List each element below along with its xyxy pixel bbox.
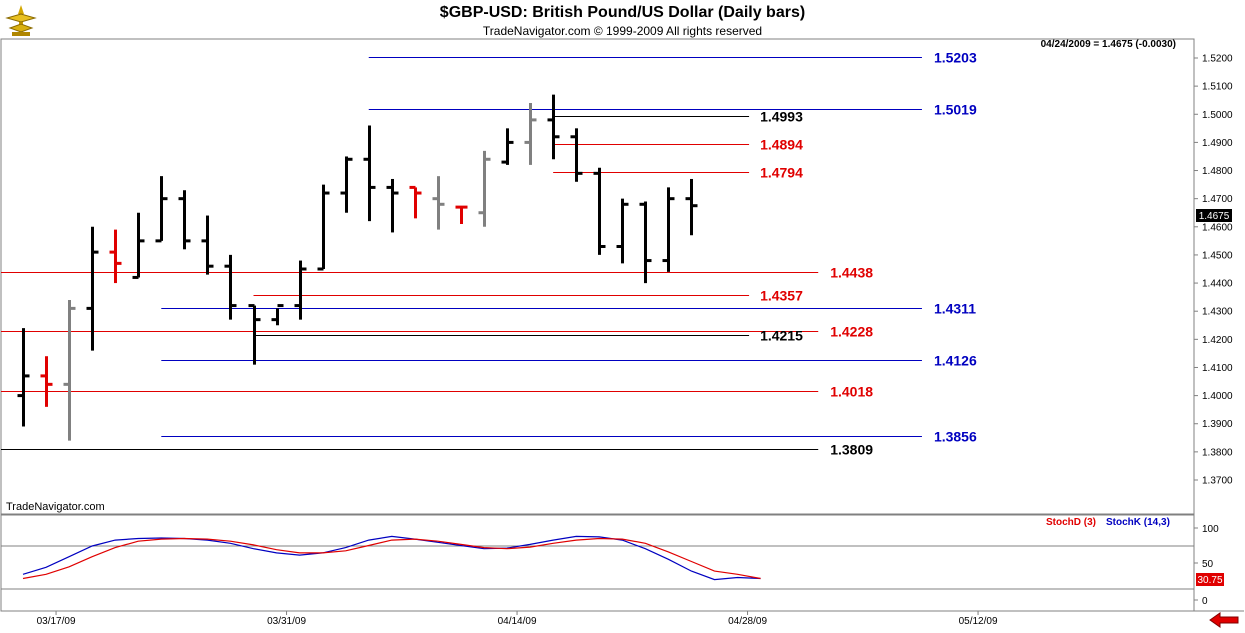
scroll-back-arrow-icon[interactable] bbox=[1208, 612, 1240, 628]
stoch-tick-label: 50 bbox=[1202, 559, 1214, 570]
ohlc-bar bbox=[432, 176, 445, 230]
level-label: 1.4228 bbox=[830, 324, 873, 340]
price-tick-label: 1.4900 bbox=[1202, 138, 1233, 149]
ohlc-bar bbox=[109, 229, 122, 284]
last-price-badge bbox=[1196, 209, 1232, 222]
ohlc-bar bbox=[132, 212, 145, 279]
price-tick-label: 1.4100 bbox=[1202, 363, 1233, 374]
indicator-panel-frame bbox=[0, 513, 1195, 612]
stoch-line bbox=[22, 537, 761, 580]
fib-levels: 1.5203 1.5019 1.4993 1.4894 1.4794 1.4438 1.43… bbox=[1, 50, 977, 458]
quote-readout: 04/24/2009 = 1.4675 (-0.0030) bbox=[1041, 39, 1176, 50]
price-tick-label: 1.4700 bbox=[1202, 194, 1233, 205]
price-tick-label: 1.5100 bbox=[1202, 82, 1233, 93]
price-tick-label: 1.4800 bbox=[1202, 166, 1233, 177]
date-tick-label: 03/31/09 bbox=[267, 616, 306, 627]
trade-navigator-logo-icon bbox=[4, 4, 38, 38]
stoch-tick-label: 0 bbox=[1202, 596, 1208, 607]
watermark: TradeNavigator.com bbox=[6, 501, 105, 513]
ohlc-bar bbox=[616, 198, 629, 264]
date-tick-label: 04/28/09 bbox=[728, 616, 767, 627]
ohlc-bar bbox=[178, 190, 191, 250]
price-tick-label: 1.4500 bbox=[1202, 250, 1233, 261]
ohlc-bar bbox=[570, 128, 583, 182]
level-label: 1.4018 bbox=[830, 384, 873, 400]
level-label: 1.4794 bbox=[760, 165, 803, 181]
level-label: 1.4215 bbox=[760, 328, 803, 344]
level-label: 1.4126 bbox=[934, 353, 977, 369]
price-tick-label: 1.3800 bbox=[1202, 447, 1233, 458]
chart-subtitle: TradeNavigator.com © 1999-2009 All right… bbox=[482, 24, 763, 38]
stoch-tick-label: 100 bbox=[1202, 524, 1219, 535]
price-tick-label: 1.4600 bbox=[1202, 222, 1233, 233]
ohlc-bar bbox=[155, 176, 168, 243]
level-label: 1.5203 bbox=[934, 50, 977, 66]
level-label: 1.4438 bbox=[830, 265, 873, 281]
price-axis: 1.5200 1.5100 1.5000 1.4900 1.4800 1.4700 1.46… bbox=[1194, 54, 1233, 487]
ohlc-bar bbox=[294, 260, 307, 320]
ohlc-bar bbox=[63, 299, 76, 441]
stoch-last-label: 30.75 bbox=[1197, 575, 1222, 586]
ohlc-bar bbox=[40, 356, 53, 407]
level-label: 1.3809 bbox=[830, 442, 873, 458]
ohlc-bar bbox=[547, 94, 560, 160]
chart-title: $GBP-USD: British Pound/US Dollar (Daily… bbox=[439, 4, 806, 21]
ohlc-bar bbox=[317, 184, 330, 271]
level-label: 1.4357 bbox=[760, 288, 803, 304]
date-tick-label: 04/14/09 bbox=[498, 616, 537, 627]
ohlc-bar bbox=[593, 167, 606, 255]
ohlc-bar bbox=[639, 201, 652, 284]
ohlc-bar bbox=[685, 178, 698, 236]
legend-stochd: StochD (3) bbox=[1046, 517, 1096, 528]
ohlc-bars bbox=[17, 94, 698, 441]
ohlc-bar bbox=[224, 254, 237, 320]
date-tick-label: 03/17/09 bbox=[37, 616, 76, 627]
ohlc-bar bbox=[248, 304, 261, 365]
stochastic-axis: 100 50 0 bbox=[1194, 524, 1219, 607]
ohlc-bar bbox=[409, 185, 422, 219]
price-tick-label: 1.3900 bbox=[1202, 419, 1233, 430]
level-label: 1.4311 bbox=[934, 301, 976, 317]
stoch-line bbox=[22, 535, 761, 581]
ohlc-bar bbox=[271, 304, 284, 326]
price-tick-label: 1.4000 bbox=[1202, 391, 1233, 402]
ohlc-bar bbox=[86, 226, 99, 351]
ohlc-bar bbox=[386, 178, 399, 233]
price-tick-label: 1.4200 bbox=[1202, 335, 1233, 346]
ohlc-bar bbox=[524, 103, 537, 165]
date-tick-label: 05/12/09 bbox=[959, 616, 998, 627]
ohlc-bar bbox=[201, 215, 214, 275]
ohlc-bar bbox=[478, 150, 491, 227]
level-label: 1.4894 bbox=[760, 137, 803, 153]
price-tick-label: 1.4300 bbox=[1202, 307, 1233, 318]
ohlc-bar bbox=[340, 156, 353, 213]
last-price-label: 1.4675 bbox=[1199, 211, 1230, 222]
price-tick-label: 1.5200 bbox=[1202, 54, 1233, 65]
level-label: 1.3856 bbox=[934, 429, 977, 445]
legend-stochk: StochK (14,3) bbox=[1106, 517, 1170, 528]
price-tick-label: 1.4400 bbox=[1202, 279, 1233, 290]
ohlc-bar bbox=[662, 187, 675, 272]
ohlc-bar bbox=[363, 125, 376, 222]
ohlc-bar bbox=[17, 328, 30, 427]
stochastic-lines bbox=[22, 535, 761, 581]
date-axis: 03/17/09 03/31/09 04/14/09 04/28/09 05/12/09 bbox=[37, 611, 998, 627]
ohlc-bar bbox=[455, 205, 468, 224]
level-label: 1.4993 bbox=[760, 109, 803, 125]
ohlc-bar bbox=[501, 128, 514, 165]
level-label: 1.5019 bbox=[934, 102, 977, 118]
price-tick-label: 1.5000 bbox=[1202, 110, 1233, 121]
price-panel-frame bbox=[0, 38, 1195, 516]
stoch-last-badge bbox=[1196, 573, 1224, 586]
price-tick-label: 1.3700 bbox=[1202, 476, 1233, 487]
